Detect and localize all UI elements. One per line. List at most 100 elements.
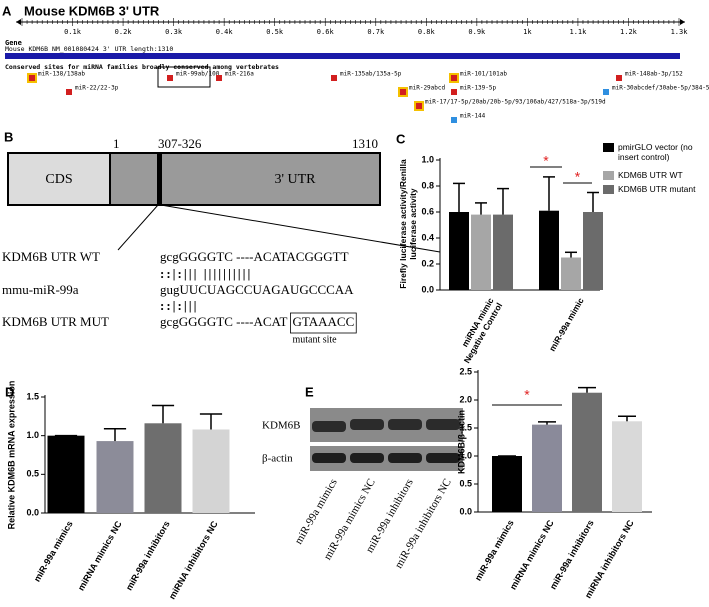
site-label: miR-148ab-3p/152 [625,71,683,78]
site-mark [157,153,162,205]
bar [493,214,513,290]
gene-text: Mouse KDM6B NM_001080424 3' UTR length:1… [5,45,173,53]
y-tick-label: 1.5 [26,391,39,401]
site-marker [66,89,72,95]
sites-heading: Conserved sites for miRNA families broad… [5,63,279,71]
bar [539,210,559,290]
y-tick-label: 0.0 [26,507,39,517]
site-marker [400,89,406,95]
legend-label: pmirGLO vector (no insert control) [618,142,693,162]
y-tick-label: 0.2 [421,258,434,268]
y-tick-label: 2.5 [459,366,472,376]
x-tick-label: miRNA mimics NC [508,518,556,592]
legend-label: KDM6B UTR WT [618,170,683,180]
mutant-note: mutant site [292,334,337,345]
bar [492,456,522,512]
site-label: miR-101/101ab [460,71,507,78]
site-label: miR-22/22-3p [75,85,119,92]
ruler-label: 0.8k [418,28,436,36]
blot-band [388,453,422,463]
ruler-label: 0.4k [216,28,234,36]
pairing: ::|:||| [160,298,198,313]
bar [583,212,603,290]
panel-label: B [4,129,13,144]
site-label: miR-99ab/100 [176,71,220,78]
site-highlight-box [157,66,211,88]
y-tick-label: 1.0 [26,430,39,440]
blot-band [388,419,422,430]
y-tick-label: 0.5 [26,469,39,479]
panel-label: C [396,131,406,146]
bar [47,435,85,513]
sequence: gcgGGGGTC ----ACAT [160,314,288,329]
site-label: miR-30abcdef/30abe-5p/384-5p [612,85,709,92]
legend-label: KDM6B UTR mutant [618,184,696,194]
y-tick-label: 0.4 [421,232,434,242]
x-tick-label: miRNA inhibitors NC [167,519,220,601]
ruler-label: 1k [523,28,532,36]
site-marker [616,75,622,81]
blot-band [312,453,346,463]
y-tick-label: 1.0 [459,450,472,460]
y-tick-label: 0.5 [459,478,472,488]
blot-row-label: KDM6B [262,420,301,432]
panel-label: D [5,384,14,399]
cds-box [7,152,111,206]
ruler-label: 1.2k [620,28,638,36]
site-marker [167,75,173,81]
legend-swatch [603,143,614,152]
site-marker [451,75,457,81]
y-tick-label: 0.0 [421,284,434,294]
bar [612,421,642,512]
sequence: gugUUCUAGCCUAGAUGCCCAA [160,282,354,297]
bar [471,214,491,290]
site-label: miR-139-5p [460,85,497,92]
site-marker [451,89,457,95]
mutant-box [290,312,357,334]
site-label: miR-17/17-5p/20ab/20b-5p/93/106ab/427/51… [425,99,606,106]
sequence: gcgGGGGTC ----ACATACGGGTT [160,249,349,264]
bar [449,212,469,290]
x-tick-label: miR-99a inhibitors [124,519,172,592]
zoom-line [160,204,441,253]
ruler-label: 0.7k [367,28,385,36]
map-end: 1310 [352,136,378,151]
sequence-name: mmu-miR-99a [2,282,79,297]
blot-band [312,421,346,432]
bar [144,423,182,513]
ruler-label: 0.3k [165,28,183,36]
site-marker [603,89,609,95]
x-tick-label: miR-99a inhibitors [548,518,596,591]
y-axis-title: KDM6B/β-actin [456,410,466,474]
y-tick-label: 2.0 [459,394,472,404]
map-site: 307-326 [158,136,202,151]
site-label: miR-135ab/135a-5p [340,71,402,78]
ruler-label: 0.5k [266,28,284,36]
significance-star: * [524,387,530,403]
ruler-label: 0.9k [468,28,486,36]
utr-box [109,152,381,206]
map-start: 1 [113,136,120,151]
legend-swatch [603,171,614,180]
bar [96,441,134,513]
x-tick-label: miR-99a mimics [473,518,516,582]
site-label: miR-138/138ab [38,71,85,78]
blot-band [350,453,384,463]
bar [192,429,230,513]
cds-label: CDS [45,172,72,187]
y-tick-label: 1.5 [459,422,472,432]
y-tick-label: 1.0 [421,154,434,164]
site-label: miR-216a [225,71,254,78]
x-tick-label: miRNA mimics NC [76,519,124,593]
site-marker [29,75,35,81]
y-tick-label: 0.8 [421,180,434,190]
panel-label: E [305,384,314,399]
gene-heading: Gene [5,39,22,47]
bar [561,257,581,290]
site-marker [216,75,222,81]
bar [532,424,562,512]
pairing: ::|:||| |||||||||| [160,266,252,281]
significance-star: * [543,153,549,169]
